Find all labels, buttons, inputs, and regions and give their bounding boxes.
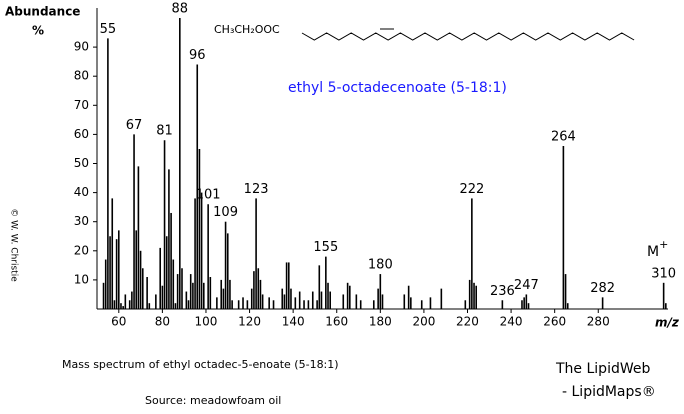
credit: - LipidMaps® [562, 384, 656, 400]
x-tick-label: 280 [587, 315, 610, 329]
x-tick-label: 180 [369, 315, 392, 329]
peak-label: 55 [100, 22, 117, 37]
copyright: © W. W. Christie [9, 208, 19, 282]
peak-label: 282 [590, 281, 615, 296]
chart-title: ethyl 5-octadecenoate (5-18:1) [288, 80, 507, 96]
y-tick-label: 10 [74, 272, 89, 286]
peak-label: 247 [514, 278, 539, 293]
peak-label: 109 [213, 205, 238, 220]
molecular-ion: M+ [647, 238, 668, 260]
peak-label: 236 [490, 284, 515, 299]
x-tick-label: 200 [412, 315, 435, 329]
peak-label: 310 [651, 266, 676, 281]
y-tick-label: 80 [74, 69, 89, 83]
y-tick-label: 60 [74, 127, 89, 141]
x-tick-label: 240 [500, 315, 523, 329]
chain [301, 32, 635, 41]
peak-label: 101 [196, 188, 221, 203]
x-tick-label: 140 [282, 315, 305, 329]
y-tick-label: 70 [74, 98, 89, 112]
y-axis-label: Abundance [5, 5, 80, 19]
source: Source: meadowfoam oil [145, 394, 281, 407]
x-tick-label: 160 [325, 315, 348, 329]
peak-label: 67 [126, 118, 143, 133]
x-axis-label: m/z [655, 316, 680, 330]
x-tick-label: 80 [155, 315, 170, 329]
y-tick-label: 50 [74, 156, 89, 170]
caption: Mass spectrum of ethyl octadec-5-enoate … [62, 358, 339, 371]
peak-label: 96 [189, 48, 206, 63]
structure [301, 28, 635, 41]
x-tick-label: 60 [111, 315, 126, 329]
y-tick-label: 40 [74, 185, 89, 199]
x-tick-label: 100 [195, 315, 218, 329]
formula: CH₃CH₂OOC [214, 23, 280, 36]
y-axis-unit: % [32, 24, 44, 38]
x-tick-label: 260 [543, 315, 566, 329]
peak-label: 123 [244, 182, 269, 197]
y-tick-label: 20 [74, 243, 89, 257]
x-tick-label: 220 [456, 315, 479, 329]
x-tick-label: 120 [238, 315, 261, 329]
peak-label: 222 [459, 182, 484, 197]
peak-label: 180 [368, 258, 393, 273]
peak-label: 264 [551, 130, 576, 145]
y-tick-label: 90 [74, 40, 89, 54]
y-tick-label: 30 [74, 214, 89, 228]
peak-label: 81 [156, 124, 173, 139]
peak-label: 88 [172, 2, 189, 17]
credit: The LipidWeb [555, 361, 650, 377]
peak-label: 155 [313, 240, 338, 255]
